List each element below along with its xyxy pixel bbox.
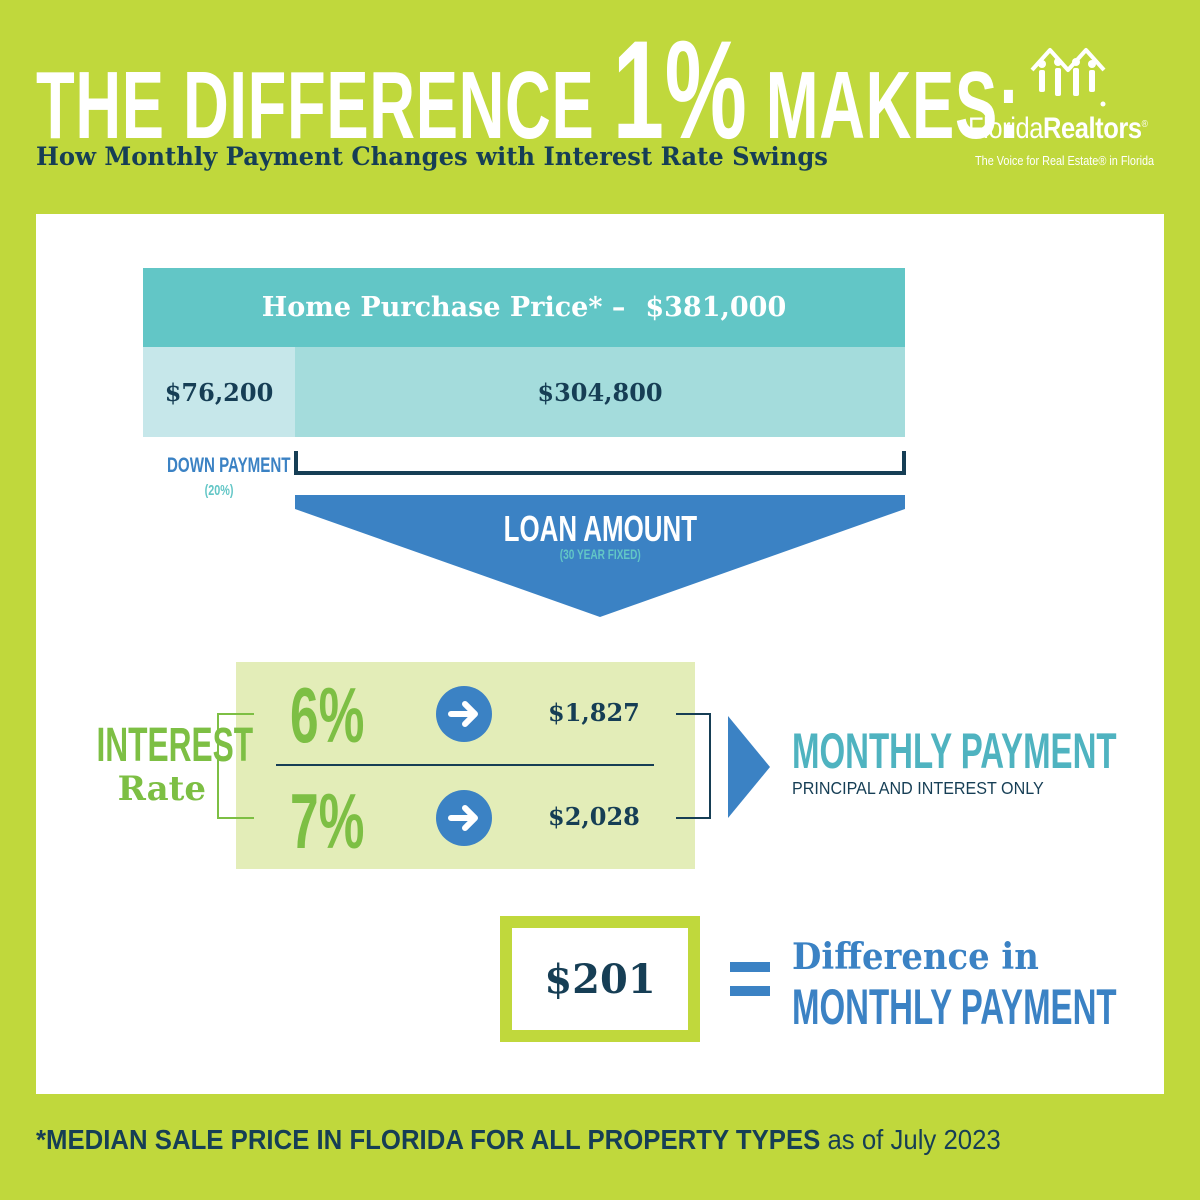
florida-realtors-logo-icon [1030,48,1106,107]
difference-label-line2: MONTHLY PAYMENT [792,979,1117,1035]
payment-value-7: $2,028 [548,802,640,831]
home-purchase-price-bar: Home Purchase Price* – $381,000 [143,268,905,347]
logo-name-part1: Florida [968,112,1043,145]
triangle-right-icon [728,716,770,818]
title-part2: MAKES: [747,52,1020,159]
down-payment-cell: $76,200 [143,347,295,437]
logo-registered-mark: ® [1141,119,1148,130]
loan-amount-value: $304,800 [537,377,663,407]
difference-label-line1: Difference in [792,936,1039,978]
footer-normal-text: as of July 2023 [820,1124,1001,1155]
down-payment-label: DOWN PAYMENT [167,454,291,477]
purchase-price-value: $381,000 [645,292,787,323]
interest-label: INTEREST [96,719,254,772]
equals-icon-top [730,962,770,972]
payments-right-bracket [676,713,711,819]
footer-bold-text: *MEDIAN SALE PRICE IN FLORIDA FOR ALL PR… [36,1124,821,1155]
page-title: THE DIFFERENCE 1% MAKES: [36,20,1020,160]
arrow-right-icon [436,790,492,846]
footer-note: *MEDIAN SALE PRICE IN FLORIDA FOR ALL PR… [36,1124,1001,1156]
rate-value-6: 6% [290,671,365,759]
purchase-price-label: Home Purchase Price* – [261,292,626,323]
rates-left-bracket [217,713,254,819]
arrow-right-icon [436,686,492,742]
logo-tagline: The Voice for Real Estate® in Florida [975,154,1155,168]
loan-amount-arrow [295,495,905,617]
difference-value: $201 [544,955,656,1003]
logo-name-part2: Realtors [1042,112,1142,145]
rate-label: Rate [117,769,206,809]
page-subtitle: How Monthly Payment Changes with Interes… [36,142,828,171]
loan-term-label: (30 YEAR FIXED) [559,546,641,562]
equals-icon-bottom [730,986,770,996]
title-part1: THE DIFFERENCE [36,52,613,159]
logo-wordmark: FloridaRealtors® [968,112,1148,146]
down-payment-percent: (20%) [204,482,234,499]
loan-amount-label: LOAN AMOUNT [503,508,697,549]
loan-amount-cell: $304,800 [295,347,905,437]
monthly-payment-sublabel: PRINCIPAL AND INTEREST ONLY [792,778,1044,798]
payment-value-6: $1,827 [548,698,640,727]
down-payment-value: $76,200 [164,377,274,407]
monthly-payment-label: MONTHLY PAYMENT [792,723,1117,779]
difference-value-box: $201 [500,916,700,1042]
rate-divider [276,764,654,766]
loan-bracket [294,451,906,475]
rate-value-7: 7% [290,777,365,865]
title-big-percent: 1% [612,11,748,168]
